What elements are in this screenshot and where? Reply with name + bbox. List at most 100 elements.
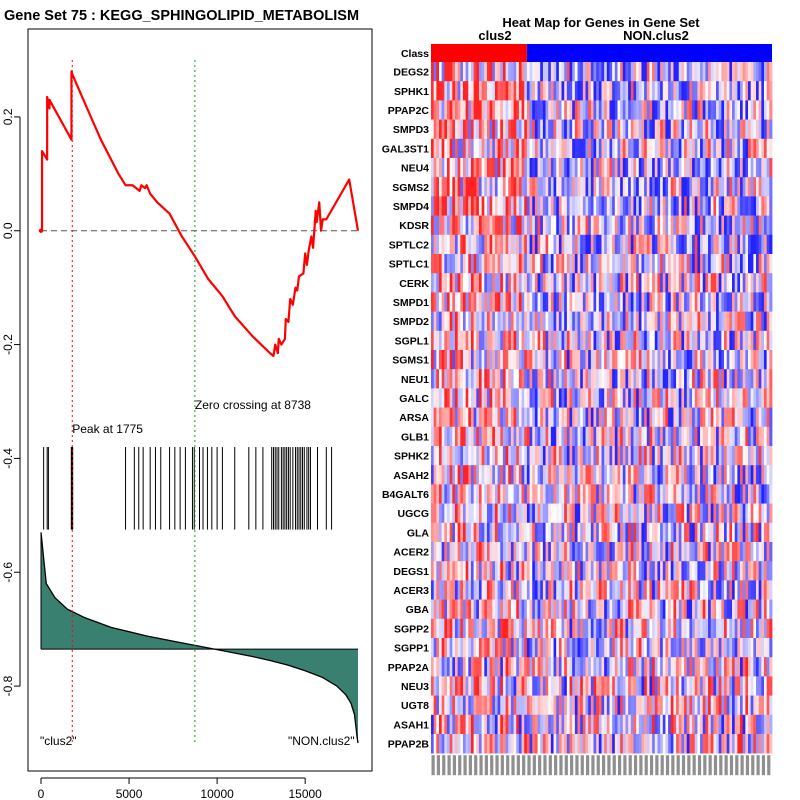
heatmap-cell [569,62,573,82]
heatmap-cell [510,388,514,408]
heatmap-cell [457,138,461,159]
heatmap-cell [473,734,477,754]
heatmap-cell [596,177,600,197]
heatmap-cell [654,119,658,140]
heatmap-cell [500,350,504,370]
heatmap-cell [444,177,448,197]
heatmap-cell [630,561,634,581]
heatmap-cell [526,177,530,197]
heatmap-cell [638,138,642,159]
heatmap-cell [676,369,680,389]
heatmap-cell [478,695,483,716]
heatmap-cell [521,618,525,639]
heatmap-cell [542,426,546,447]
heatmap-cell [465,311,469,332]
heatmap-cell [716,215,720,236]
heatmap-cell [588,734,592,754]
heatmap-cell [716,350,720,370]
heatmap-cell [465,542,469,562]
heatmap-cell [540,638,544,658]
heatmap-cell [556,522,560,543]
heatmap-cell [721,158,725,178]
heatmap-cell [604,62,608,82]
heatmap-cell [454,369,459,389]
heatmap-cell [558,657,562,677]
heatmap-cell [769,158,773,178]
heatmap-cell [630,254,634,274]
heatmap-cell [580,407,584,428]
heatmap-cell [732,695,736,716]
heatmap-cell [665,561,669,581]
heatmap-cell [718,734,722,754]
heatmap-cell [486,618,491,639]
heatmap-cell [769,542,773,562]
heatmap-cell [750,177,754,197]
heatmap-cell [484,446,488,466]
heatmap-cell [604,292,608,312]
heatmap-cell [590,158,594,178]
heatmap-cell [558,580,562,600]
heatmap-cell [556,254,560,274]
heatmap-cell [524,484,528,504]
heatmap-cell [508,196,512,216]
heatmap-cell [700,503,704,524]
heatmap-cell [652,446,656,466]
heatmap-cell [724,234,728,255]
heatmap-cell [716,100,720,120]
heatmap-cell [745,484,749,504]
heatmap-cell [553,234,557,255]
heatmap-cell [769,599,773,620]
column-label [660,755,664,776]
heatmap-cell [732,138,736,159]
heatmap-cell [553,484,557,504]
heatmap-cell [497,330,501,351]
heatmap-cell [454,522,459,543]
heatmap-cell [532,599,536,620]
heatmap-cell [465,81,469,101]
heatmap-cell [681,542,685,562]
heatmap-cell [617,273,621,293]
heatmap-cell [745,273,749,293]
heatmap-cell [492,273,496,293]
heatmap-cell [585,426,589,447]
heatmap-cell [574,522,578,543]
heatmap-cell [649,426,653,447]
heatmap-cell [713,522,717,543]
heatmap-cell [761,695,765,716]
heatmap-cell [620,234,624,255]
heatmap-cell [670,177,674,197]
heatmap-cell [766,196,770,216]
heatmap-cell [604,503,608,524]
heatmap-cell [628,234,632,255]
heatmap-cell [550,177,554,197]
heatmap-cell [684,350,688,370]
heatmap-cell [700,215,704,236]
heatmap-cell [582,158,586,178]
heatmap-cell [662,311,666,332]
heatmap-cell [545,292,549,312]
heatmap-cell [758,81,762,101]
heatmap-cell [734,580,738,600]
heatmap-cell [582,215,586,236]
heatmap-cell [604,311,608,332]
heatmap-cell [609,234,613,255]
heatmap-cell [742,714,746,735]
heatmap-cell [700,196,704,216]
heatmap-cell [558,254,562,274]
heatmap-cell [537,657,541,677]
heatmap-cell [729,638,733,658]
heatmap-cells [431,62,773,754]
heatmap-cell [500,638,504,658]
heatmap-cell [625,273,629,293]
heatmap-cell [700,138,704,159]
heatmap-cell [670,561,674,581]
heatmap-cell [740,734,744,754]
heatmap-cell [756,522,760,543]
heatmap-cell [550,714,554,735]
heatmap-cell [606,657,610,677]
heatmap-cell [638,561,642,581]
heatmap-cell [505,234,509,255]
heatmap-cell [710,158,714,178]
heatmap-cell [692,215,696,236]
heatmap-cell [737,254,741,274]
